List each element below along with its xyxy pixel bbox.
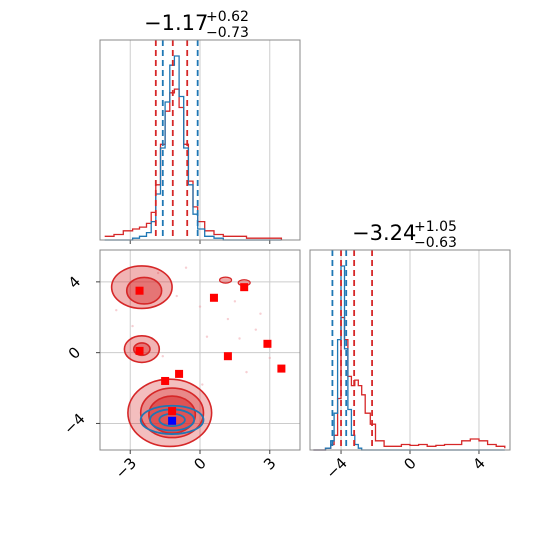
red-marker	[277, 364, 286, 373]
sample-dot	[233, 300, 237, 303]
sample-dot	[156, 271, 160, 275]
red-marker	[135, 346, 144, 355]
sample-dot	[175, 294, 178, 298]
scatter-y-tick-label: −4	[60, 410, 88, 438]
sample-dot	[245, 370, 248, 374]
sample-dot	[254, 328, 258, 331]
sample-dot	[259, 312, 262, 315]
blue-contour	[139, 404, 205, 435]
param2-red-histogram	[313, 316, 506, 451]
param1-histogram-panel	[99, 39, 301, 244]
param1-title-sup: +0.62	[206, 9, 249, 25]
param2-title: −3.24	[352, 221, 416, 245]
scatter-x-tick-label: −3	[112, 454, 140, 482]
param2-tick-label: 4	[469, 454, 488, 473]
param2-tick-label: 0	[400, 454, 419, 473]
param1-frame	[99, 39, 301, 241]
red-marker	[161, 376, 170, 385]
sample-dot	[226, 317, 230, 321]
param1-red-histogram	[104, 88, 283, 240]
param1-blue-histogram	[104, 55, 282, 241]
red-marker	[223, 352, 232, 361]
blue-marker	[168, 416, 177, 425]
param2-frame	[309, 249, 511, 451]
param2-blue-histogram	[313, 265, 505, 451]
sample-dot	[238, 337, 241, 340]
scatter-y-tick-label: 0	[65, 343, 84, 362]
sample-dot	[184, 266, 188, 269]
scatter-x-tick-label: 0	[190, 454, 209, 473]
red-contour	[125, 276, 163, 305]
red-marker	[263, 339, 272, 348]
sample-dot	[205, 335, 209, 338]
red-marker	[175, 369, 184, 378]
scatter-inner	[100, 250, 300, 450]
red-marker	[209, 293, 218, 302]
param2-histogram-panel: −4 0 4	[309, 249, 511, 482]
sample-dot	[161, 354, 164, 358]
sample-dot	[268, 356, 271, 360]
red-marker	[240, 283, 249, 292]
scatter-y-tick-label: 4	[65, 273, 84, 292]
sample-dot	[201, 383, 204, 386]
param1-title: −1.17	[144, 11, 208, 35]
red-marker	[168, 407, 177, 416]
param2-title-sub: −0.63	[414, 235, 457, 251]
red-marker	[135, 286, 144, 295]
sample-dot	[198, 305, 202, 308]
sample-dot	[115, 308, 118, 312]
scatter-x-tick-label: 3	[260, 454, 279, 473]
sample-dot	[131, 324, 134, 328]
param1-title-sub: −0.73	[206, 25, 249, 41]
param2-title-sup: +1.05	[414, 219, 457, 235]
param2-tick-label: −4	[322, 454, 350, 482]
joint-scatter-panel: −3 0 3 −4 0 4	[60, 249, 301, 482]
red-contour-blob	[218, 276, 233, 284]
